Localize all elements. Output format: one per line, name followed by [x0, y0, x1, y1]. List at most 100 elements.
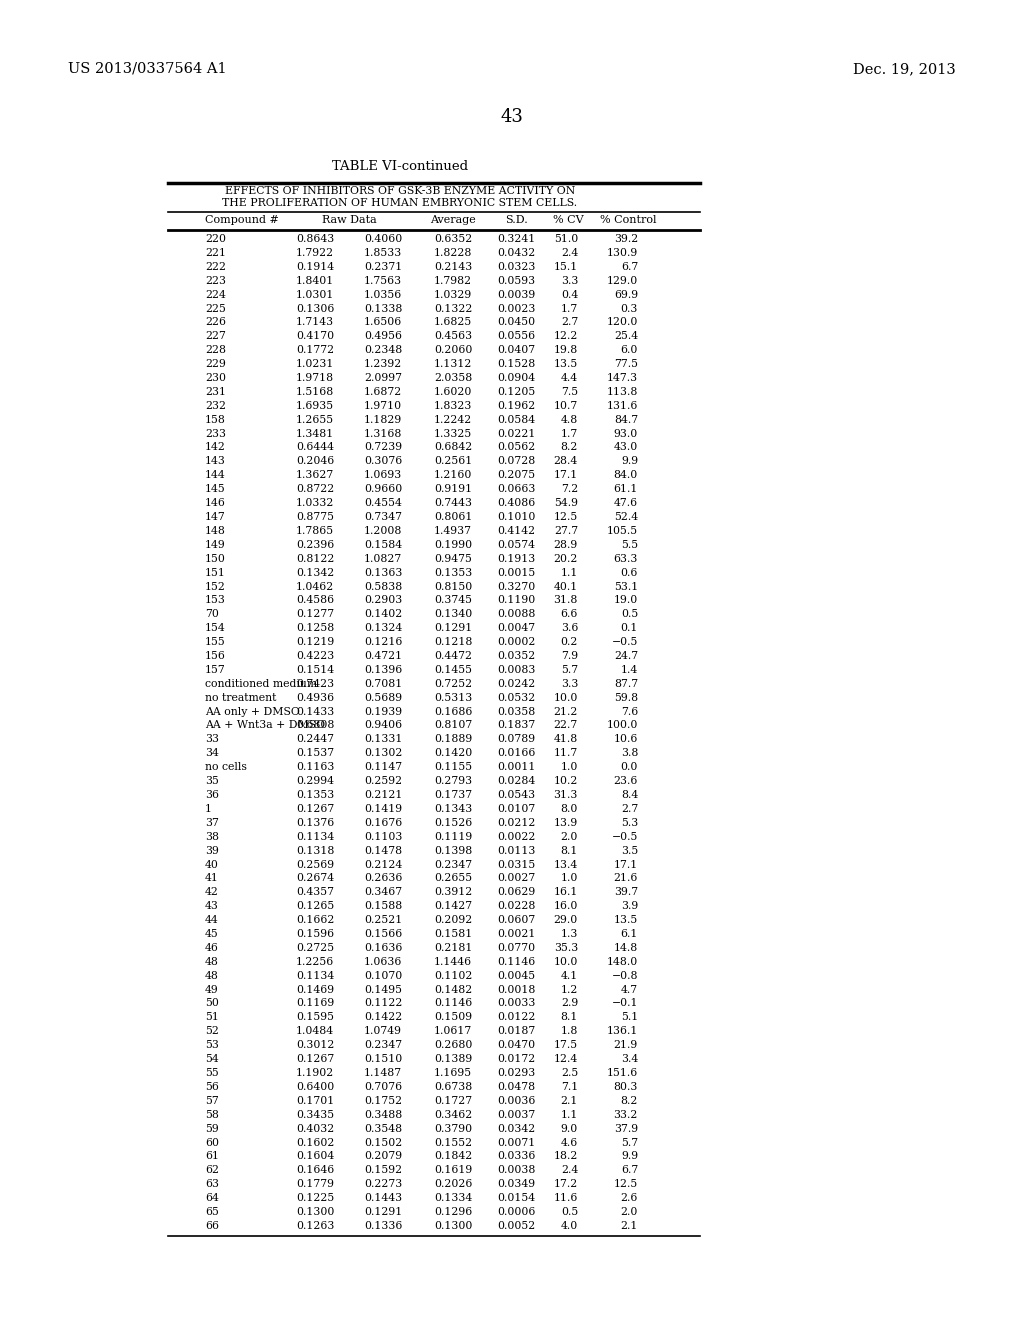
Text: 6.7: 6.7: [621, 1166, 638, 1175]
Text: 0.1318: 0.1318: [296, 846, 334, 855]
Text: 0.0470: 0.0470: [497, 1040, 536, 1051]
Text: 0.0607: 0.0607: [497, 915, 536, 925]
Text: 0.1102: 0.1102: [434, 970, 472, 981]
Text: 0.1265: 0.1265: [296, 902, 334, 911]
Text: 142: 142: [205, 442, 226, 453]
Text: 158: 158: [205, 414, 226, 425]
Text: 0.1619: 0.1619: [434, 1166, 472, 1175]
Text: 1.0: 1.0: [560, 874, 578, 883]
Text: S.D.: S.D.: [505, 215, 527, 224]
Text: 3.9: 3.9: [621, 902, 638, 911]
Text: 0.0033: 0.0033: [497, 998, 536, 1008]
Text: 228: 228: [205, 346, 226, 355]
Text: 1.0231: 1.0231: [296, 359, 334, 370]
Text: 0.1443: 0.1443: [364, 1193, 402, 1203]
Text: 5.7: 5.7: [561, 665, 578, 675]
Text: 0.2046: 0.2046: [296, 457, 334, 466]
Text: 0.0045: 0.0045: [497, 970, 536, 981]
Text: 150: 150: [205, 553, 226, 564]
Text: 0.1588: 0.1588: [364, 902, 402, 911]
Text: 0.0556: 0.0556: [497, 331, 536, 342]
Text: no treatment: no treatment: [205, 693, 276, 702]
Text: 1.0749: 1.0749: [364, 1027, 402, 1036]
Text: 0.0574: 0.0574: [497, 540, 535, 550]
Text: 0.0039: 0.0039: [497, 289, 536, 300]
Text: 37: 37: [205, 818, 219, 828]
Text: 0.0293: 0.0293: [497, 1068, 536, 1078]
Text: 0.0113: 0.0113: [497, 846, 536, 855]
Text: 3.8: 3.8: [621, 748, 638, 758]
Text: 5.5: 5.5: [621, 540, 638, 550]
Text: 59: 59: [205, 1123, 219, 1134]
Text: 0.4472: 0.4472: [434, 651, 472, 661]
Text: 43: 43: [501, 108, 523, 125]
Text: 0.1595: 0.1595: [296, 1012, 334, 1023]
Text: 63.3: 63.3: [613, 553, 638, 564]
Text: 6.7: 6.7: [621, 261, 638, 272]
Text: 0.6808: 0.6808: [296, 721, 334, 730]
Text: 0.2636: 0.2636: [364, 874, 402, 883]
Text: 1.2160: 1.2160: [434, 470, 472, 480]
Text: 0.7081: 0.7081: [364, 678, 402, 689]
Text: 0.0052: 0.0052: [497, 1221, 536, 1232]
Text: 0.1267: 0.1267: [296, 804, 334, 814]
Text: 0.2680: 0.2680: [434, 1040, 472, 1051]
Text: 0.1216: 0.1216: [364, 638, 402, 647]
Text: 1.1902: 1.1902: [296, 1068, 334, 1078]
Text: 3.4: 3.4: [621, 1055, 638, 1064]
Text: 0.1343: 0.1343: [434, 804, 472, 814]
Text: 0.1163: 0.1163: [296, 762, 334, 772]
Text: 0.6738: 0.6738: [434, 1082, 472, 1092]
Text: 0.0015: 0.0015: [497, 568, 536, 578]
Text: 8.2: 8.2: [560, 442, 578, 453]
Text: 0.2079: 0.2079: [364, 1151, 402, 1162]
Text: 0.1119: 0.1119: [434, 832, 472, 842]
Text: 2.0: 2.0: [560, 832, 578, 842]
Text: 0.1422: 0.1422: [364, 1012, 402, 1023]
Text: 0.1291: 0.1291: [434, 623, 472, 634]
Text: 1.1829: 1.1829: [364, 414, 402, 425]
Text: 1.1487: 1.1487: [364, 1068, 402, 1078]
Text: 1.1: 1.1: [560, 568, 578, 578]
Text: 0.1322: 0.1322: [434, 304, 472, 314]
Text: 31.8: 31.8: [554, 595, 578, 606]
Text: 1.7143: 1.7143: [296, 317, 334, 327]
Text: 0.2903: 0.2903: [364, 595, 402, 606]
Text: 0.1146: 0.1146: [434, 998, 472, 1008]
Text: 1.6506: 1.6506: [364, 317, 402, 327]
Text: 12.5: 12.5: [613, 1179, 638, 1189]
Text: 0.4142: 0.4142: [497, 525, 536, 536]
Text: 29.0: 29.0: [554, 915, 578, 925]
Text: 62: 62: [205, 1166, 219, 1175]
Text: 100.0: 100.0: [606, 721, 638, 730]
Text: 0.1296: 0.1296: [434, 1206, 472, 1217]
Text: 0.8775: 0.8775: [296, 512, 334, 521]
Text: 0.0187: 0.0187: [497, 1027, 536, 1036]
Text: 0.1363: 0.1363: [364, 568, 402, 578]
Text: 58: 58: [205, 1110, 219, 1119]
Text: 7.2: 7.2: [561, 484, 578, 494]
Text: 0.0728: 0.0728: [497, 457, 536, 466]
Text: 0.0789: 0.0789: [497, 734, 536, 744]
Text: 18.2: 18.2: [554, 1151, 578, 1162]
Text: 0.2075: 0.2075: [497, 470, 536, 480]
Text: 0.4032: 0.4032: [296, 1123, 334, 1134]
Text: 0.0071: 0.0071: [497, 1138, 536, 1147]
Text: 0.2121: 0.2121: [364, 789, 402, 800]
Text: 2.9: 2.9: [561, 998, 578, 1008]
Text: 6.0: 6.0: [621, 346, 638, 355]
Text: 8.4: 8.4: [621, 789, 638, 800]
Text: 1.2008: 1.2008: [364, 525, 402, 536]
Text: 0.7347: 0.7347: [364, 512, 402, 521]
Text: 12.5: 12.5: [554, 512, 578, 521]
Text: 1.6872: 1.6872: [364, 387, 402, 397]
Text: 2.5: 2.5: [561, 1068, 578, 1078]
Text: 0.1514: 0.1514: [296, 665, 334, 675]
Text: 0.2026: 0.2026: [434, 1179, 472, 1189]
Text: 1.2392: 1.2392: [364, 359, 402, 370]
Text: AA only + DMSO: AA only + DMSO: [205, 706, 300, 717]
Text: 27.7: 27.7: [554, 525, 578, 536]
Text: 1.4937: 1.4937: [434, 525, 472, 536]
Text: 28.9: 28.9: [554, 540, 578, 550]
Text: 0.1342: 0.1342: [296, 568, 334, 578]
